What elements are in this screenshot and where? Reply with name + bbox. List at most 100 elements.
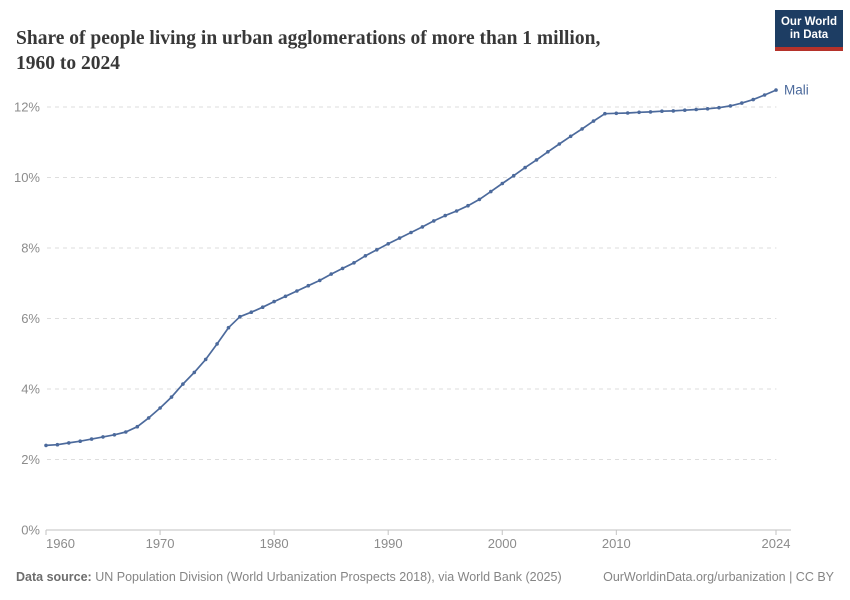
data-point [603,111,607,116]
data-point [546,150,550,154]
data-point [454,209,459,213]
y-tick-label: 6% [21,311,40,326]
data-point [386,242,391,246]
x-tick-label: 1990 [374,536,403,551]
data-point [637,110,641,115]
data-point [226,325,231,330]
x-tick-label: 1970 [146,536,175,551]
data-point [683,108,687,112]
data-point [78,439,82,444]
data-point [249,310,254,315]
data-point [568,134,573,139]
data-point [477,197,482,202]
owid-url-link[interactable]: OurWorldinData.org/urbanization | CC BY [603,570,834,584]
series-mali[interactable]: Mali [44,83,809,448]
data-point [534,158,539,162]
data-point [432,219,436,223]
data-point [774,88,778,92]
data-point [489,189,493,194]
data-point [169,395,174,399]
data-point [557,142,562,146]
data-point [260,305,265,310]
y-tick-label: 4% [21,382,40,397]
data-point [420,225,425,229]
data-point [728,104,733,108]
chart-title-line2: 1960 to 2024 [16,53,120,75]
data-point [363,254,368,258]
data-point [614,111,619,116]
data-point [318,278,322,283]
data-point [717,105,721,110]
data-point [101,435,105,439]
data-point [203,357,208,362]
series-line [45,89,777,447]
y-tick-label: 10% [14,170,40,185]
data-point [443,213,448,218]
y-tick-label: 2% [21,452,40,467]
y-tick-label: 0% [21,523,40,538]
data-point [523,165,527,170]
data-point [671,109,676,113]
data-point [591,119,596,123]
y-tick-label: 8% [21,241,40,256]
chart-title: Share of people living in urban agglomer… [16,26,761,76]
data-point [283,294,288,299]
data-point [740,101,744,105]
data-point [192,370,197,375]
y-tick-label: 12% [14,100,40,115]
data-point [340,266,345,271]
x-axis [45,529,791,535]
data-source-note: Data source: UN Population Division (Wor… [16,570,562,584]
data-point [500,181,505,186]
data-source-text: UN Population Division (World Urbanizati… [91,570,562,584]
data-point [648,110,653,114]
data-source-label: Data source: [16,570,92,584]
data-point [751,97,755,102]
series-markers [44,88,778,448]
owid-logo-line2: in Data [789,29,829,41]
data-point [329,272,334,276]
x-tick-label: 1960 [46,536,75,551]
data-point [352,261,356,265]
data-point [135,424,140,429]
data-point [295,289,299,293]
data-point [762,93,767,97]
data-point [238,314,242,319]
data-point [215,342,219,346]
series-end-label[interactable]: Mali [784,83,809,98]
owid-logo-line1: Our World [780,16,837,28]
data-point [124,430,128,434]
data-point [55,442,60,447]
data-point [409,230,413,235]
data-point [67,441,71,445]
data-point [466,203,470,208]
data-point [705,107,710,111]
x-tick-label: 2024 [762,536,791,551]
x-axis-labels: 1960 1970 1980 1990 2000 2010 2024 [46,536,790,551]
data-point [660,109,664,113]
y-axis-labels: 0% 2% 4% 6% 8% 10% 12% [14,100,40,538]
chart-footer: Data source: UN Population Division (Wor… [16,570,834,584]
data-point [694,107,698,112]
owid-logo[interactable]: Our World in Data [775,10,843,51]
data-point [146,416,151,420]
data-point [272,299,276,304]
x-tick-label: 1980 [260,536,289,551]
y-gridlines [47,106,777,460]
data-point [89,437,94,441]
data-point [625,111,630,115]
data-point [181,382,185,386]
data-point [306,283,311,288]
data-point [375,248,379,252]
data-point [397,236,402,240]
data-point [44,443,48,448]
x-tick-label: 2000 [488,536,517,551]
data-point [511,173,516,178]
data-point [112,433,117,437]
data-point [158,406,162,410]
data-point [580,127,584,131]
chart-title-line1: Share of people living in urban agglomer… [16,28,601,50]
x-tick-label: 2010 [602,536,631,551]
